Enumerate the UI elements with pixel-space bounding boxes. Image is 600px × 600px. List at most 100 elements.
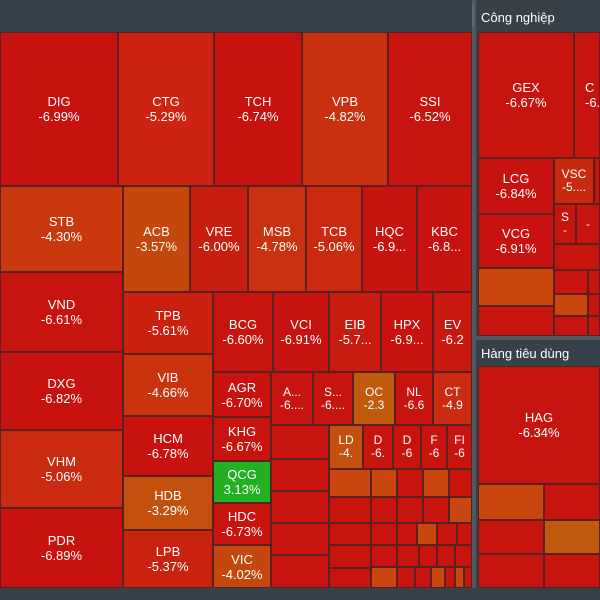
tile-bcg[interactable]: BCG -6.60% bbox=[213, 292, 273, 372]
treemap-cell[interactable] bbox=[431, 567, 445, 588]
treemap-cell[interactable] bbox=[544, 520, 600, 554]
treemap-cell[interactable] bbox=[371, 523, 397, 545]
tile-a[interactable]: A... -6.... bbox=[271, 372, 313, 425]
tile-hdb[interactable]: HDB -3.29% bbox=[123, 476, 213, 530]
tile-oc[interactable]: OC -2.3 bbox=[353, 372, 395, 425]
tile-hpx[interactable]: HPX -6.9... bbox=[381, 292, 433, 372]
tile-kbc[interactable]: KBC -6.8... bbox=[417, 186, 472, 292]
treemap-cell[interactable] bbox=[419, 545, 437, 567]
treemap-cell[interactable] bbox=[397, 545, 419, 567]
treemap-cell[interactable] bbox=[329, 523, 371, 545]
treemap-cell[interactable] bbox=[464, 567, 472, 588]
tile-vcg[interactable]: VCG -6.91% bbox=[478, 214, 554, 268]
tile-c[interactable]: C -6. bbox=[574, 32, 600, 158]
tile-tcb[interactable]: TCB -5.06% bbox=[306, 186, 362, 292]
treemap-cell[interactable] bbox=[415, 567, 431, 588]
treemap-cell[interactable] bbox=[594, 158, 600, 204]
treemap-cell[interactable] bbox=[397, 469, 423, 497]
treemap-cell[interactable] bbox=[423, 469, 449, 497]
tile-stb[interactable]: STB -4.30% bbox=[0, 186, 123, 272]
treemap-cell[interactable] bbox=[371, 567, 397, 588]
treemap-cell[interactable] bbox=[449, 497, 472, 523]
treemap-cell[interactable] bbox=[397, 523, 417, 545]
tile-unlabeled[interactable]: - bbox=[576, 204, 600, 244]
treemap-cell[interactable] bbox=[449, 469, 472, 497]
tile-f[interactable]: F -6 bbox=[421, 425, 447, 469]
treemap-cell[interactable] bbox=[554, 294, 588, 316]
tile-hqc[interactable]: HQC -6.9... bbox=[362, 186, 417, 292]
tile-gex[interactable]: GEX -6.67% bbox=[478, 32, 574, 158]
tile-pdr[interactable]: PDR -6.89% bbox=[0, 508, 123, 588]
tile-hag[interactable]: HAG -6.34% bbox=[478, 366, 600, 484]
treemap-cell[interactable] bbox=[478, 268, 554, 306]
tile-hdc[interactable]: HDC -6.73% bbox=[213, 503, 271, 545]
tile-lpb[interactable]: LPB -5.37% bbox=[123, 530, 213, 588]
treemap-cell[interactable] bbox=[397, 567, 415, 588]
treemap-cell[interactable] bbox=[437, 523, 457, 545]
treemap-cell[interactable] bbox=[544, 554, 600, 588]
tile-s[interactable]: S... -6.... bbox=[313, 372, 353, 425]
tile-d-1[interactable]: D -6. bbox=[363, 425, 393, 469]
treemap-cell[interactable] bbox=[478, 484, 544, 520]
treemap-cell[interactable] bbox=[554, 270, 588, 294]
treemap-cell[interactable] bbox=[588, 294, 600, 316]
treemap-cell[interactable] bbox=[371, 469, 397, 497]
tile-lcg[interactable]: LCG -6.84% bbox=[478, 158, 554, 214]
tile-ctg[interactable]: CTG -5.29% bbox=[118, 32, 214, 186]
treemap-cell[interactable] bbox=[397, 497, 423, 523]
treemap-cell[interactable] bbox=[455, 545, 472, 567]
treemap-cell[interactable] bbox=[554, 316, 588, 336]
treemap-cell[interactable] bbox=[271, 459, 329, 491]
tile-vib[interactable]: VIB -4.66% bbox=[123, 354, 213, 416]
tile-vsc[interactable]: VSC -5.... bbox=[554, 158, 594, 204]
tile-vre[interactable]: VRE -6.00% bbox=[190, 186, 248, 292]
tile-vhm[interactable]: VHM -5.06% bbox=[0, 430, 123, 508]
tile-tch[interactable]: TCH -6.74% bbox=[214, 32, 302, 186]
treemap-cell[interactable] bbox=[457, 523, 472, 545]
tile-vic[interactable]: VIC -4.02% bbox=[213, 545, 271, 588]
tile-acb[interactable]: ACB -3.57% bbox=[123, 186, 190, 292]
tile-dig[interactable]: DIG -6.99% bbox=[0, 32, 118, 186]
treemap-cell[interactable] bbox=[455, 567, 464, 588]
treemap-cell[interactable] bbox=[417, 523, 437, 545]
treemap-cell[interactable] bbox=[423, 497, 449, 523]
treemap-cell[interactable] bbox=[478, 520, 544, 554]
treemap-cell[interactable] bbox=[588, 316, 600, 336]
tile-nl[interactable]: NL -6.6 bbox=[395, 372, 433, 425]
treemap-cell[interactable] bbox=[478, 306, 554, 336]
treemap-cell[interactable] bbox=[329, 545, 371, 568]
tile-fi[interactable]: FI -6 bbox=[447, 425, 472, 469]
tile-ld[interactable]: LD -4. bbox=[329, 425, 363, 469]
treemap-cell[interactable] bbox=[329, 497, 371, 523]
tile-eib[interactable]: EIB -5.7... bbox=[329, 292, 381, 372]
treemap-cell[interactable] bbox=[544, 484, 600, 520]
tile-vci[interactable]: VCI -6.91% bbox=[273, 292, 329, 372]
treemap-cell[interactable] bbox=[554, 244, 600, 270]
tile-ssi[interactable]: SSI -6.52% bbox=[388, 32, 472, 186]
tile-msb[interactable]: MSB -4.78% bbox=[248, 186, 306, 292]
treemap-cell[interactable] bbox=[329, 568, 371, 588]
tile-tpb[interactable]: TPB -5.61% bbox=[123, 292, 213, 354]
tile-vnd[interactable]: VND -6.61% bbox=[0, 272, 123, 352]
tile-qcg[interactable]: QCG 3.13% bbox=[213, 461, 271, 503]
treemap-cell[interactable] bbox=[271, 425, 329, 459]
tile-ct[interactable]: CT -4.9 bbox=[433, 372, 472, 425]
treemap-cell[interactable] bbox=[588, 270, 600, 294]
treemap-cell[interactable] bbox=[478, 554, 544, 588]
treemap-cell[interactable] bbox=[445, 567, 455, 588]
tile-dxg[interactable]: DXG -6.82% bbox=[0, 352, 123, 430]
treemap-cell[interactable] bbox=[271, 555, 329, 588]
tile-d-2[interactable]: D -6 bbox=[393, 425, 421, 469]
tile-s2[interactable]: S - bbox=[554, 204, 576, 244]
tile-ev[interactable]: EV -6.2 bbox=[433, 292, 472, 372]
treemap-cell[interactable] bbox=[371, 545, 397, 567]
tile-khg[interactable]: KHG -6.67% bbox=[213, 417, 271, 461]
treemap-cell[interactable] bbox=[371, 497, 397, 523]
treemap-cell[interactable] bbox=[329, 469, 371, 497]
treemap-cell[interactable] bbox=[437, 545, 455, 567]
treemap-cell[interactable] bbox=[271, 491, 329, 523]
tile-vpb[interactable]: VPB -4.82% bbox=[302, 32, 388, 186]
tile-hcm[interactable]: HCM -6.78% bbox=[123, 416, 213, 476]
treemap-cell[interactable] bbox=[271, 523, 329, 555]
tile-agr[interactable]: AGR -6.70% bbox=[213, 372, 271, 417]
